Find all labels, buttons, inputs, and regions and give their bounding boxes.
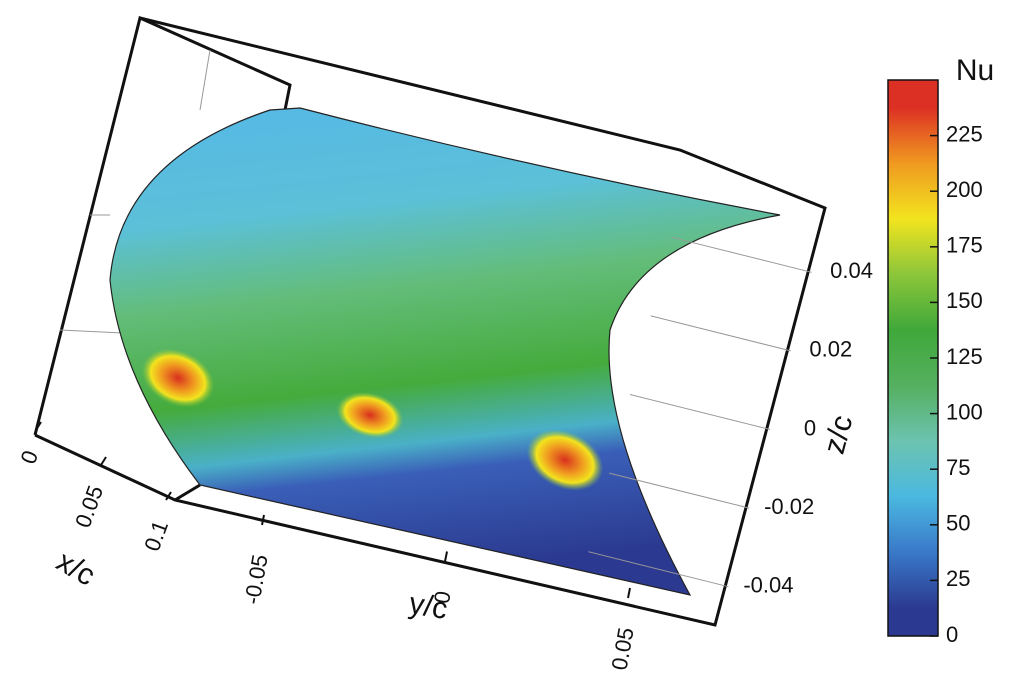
y-axis-label: y/c bbox=[407, 587, 450, 626]
colorbar-tick-label: 200 bbox=[946, 177, 983, 202]
colorbar-tick-label: 125 bbox=[946, 344, 983, 369]
z-grid-line bbox=[650, 315, 791, 352]
z-grid-line bbox=[588, 551, 729, 588]
x-tick-label: 0 bbox=[15, 447, 43, 467]
z-grid-line bbox=[609, 472, 750, 509]
y-tick-label: 0.05 bbox=[607, 626, 639, 673]
y-tick bbox=[627, 587, 631, 599]
z-tick-label: 0.04 bbox=[830, 258, 873, 283]
x-tick-label: 0.1 bbox=[139, 517, 173, 554]
colorbar-tick-label: 225 bbox=[946, 121, 983, 146]
z-tick-label: 0.02 bbox=[809, 337, 852, 362]
colorbar-title: Nu bbox=[956, 54, 994, 87]
y-tick-label: 0 bbox=[429, 589, 456, 605]
z-tick-label: -0.02 bbox=[764, 494, 814, 519]
x-tick bbox=[100, 456, 107, 466]
colorbar-tick-label: 150 bbox=[946, 288, 983, 313]
z-grid-line bbox=[671, 236, 812, 273]
x-axis-label: x/c bbox=[51, 545, 101, 593]
y-tick-label: -0.05 bbox=[239, 553, 272, 607]
y-tick bbox=[261, 514, 265, 526]
x-tick bbox=[35, 421, 42, 431]
colorbar-tick-label: 100 bbox=[946, 399, 983, 424]
y-tick bbox=[444, 551, 448, 562]
x-tick-label: 0.05 bbox=[70, 482, 108, 531]
colorbar-tick-label: 25 bbox=[946, 566, 970, 591]
colorbar-tick-label: 50 bbox=[946, 511, 970, 536]
colorbar-tick-label: 0 bbox=[946, 622, 958, 647]
axis-box bbox=[33, 15, 827, 627]
x-tick bbox=[165, 491, 172, 501]
z-tick-label: -0.04 bbox=[743, 573, 793, 598]
surface bbox=[109, 107, 781, 596]
colorbar-tick-label: 175 bbox=[946, 233, 983, 258]
z-tick-label: 0 bbox=[804, 415, 816, 440]
colorbar-tick-label: 75 bbox=[946, 455, 970, 480]
z-grid-line bbox=[629, 394, 771, 430]
z-axis-label: z/c bbox=[818, 412, 860, 458]
